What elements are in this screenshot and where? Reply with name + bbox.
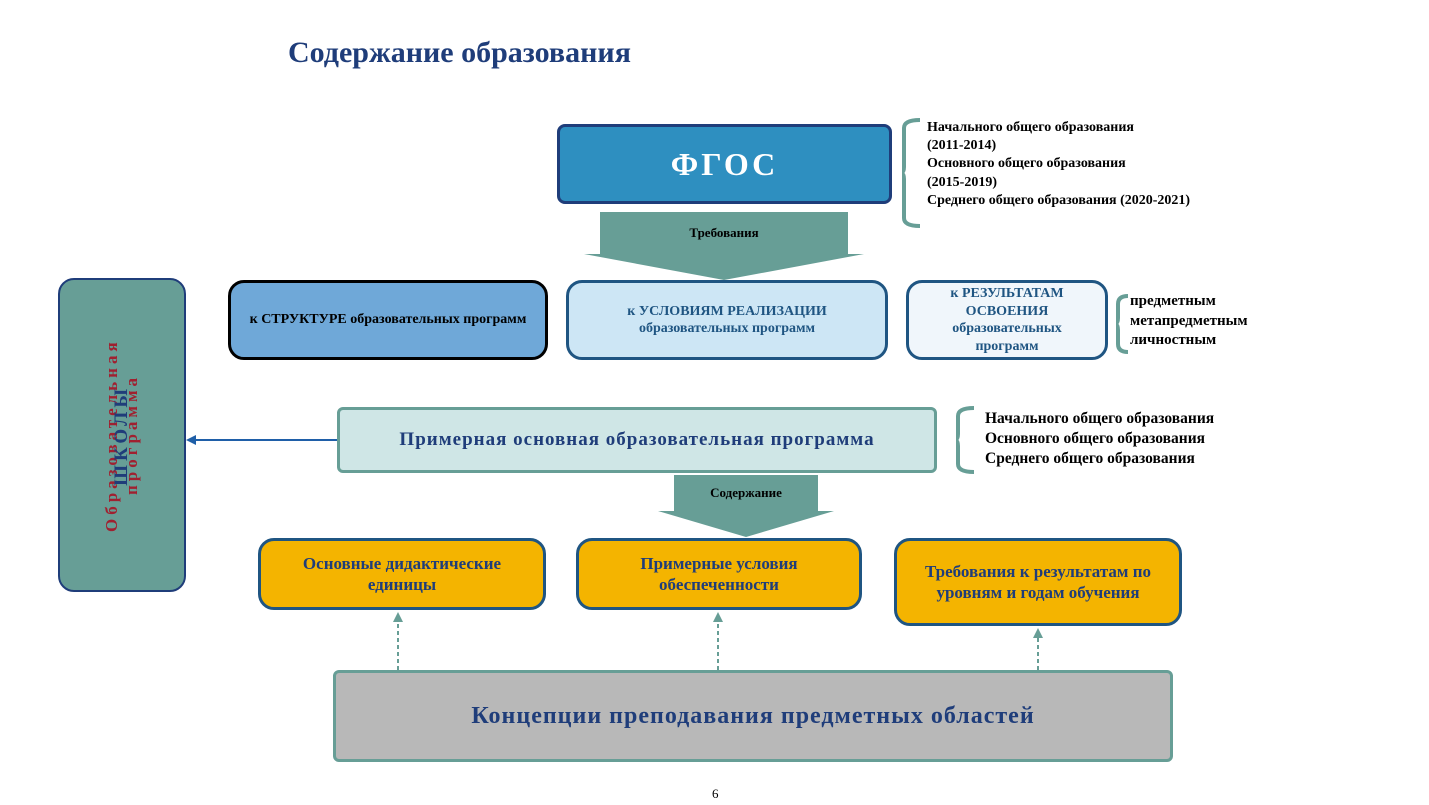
annot-line: (2015-2019) [927, 174, 1190, 192]
annot-line: личностным [1130, 331, 1248, 351]
program-annotation: Начального общего образованияОсновного о… [985, 409, 1214, 469]
page-title: Содержание образования [288, 36, 631, 70]
annot-line: (2011-2014) [927, 137, 1190, 155]
req-box-0: к СТРУКТУРЕ образовательных программ [228, 280, 548, 360]
annot-line: Среднего общего образования (2020-2021) [927, 192, 1190, 210]
annot-line: предметным [1130, 292, 1248, 312]
bracket-2 [956, 406, 978, 474]
fgos-label: ФГОС [671, 146, 778, 183]
page-number: 6 [712, 786, 719, 802]
bracket-0 [902, 118, 924, 228]
arrow-head [584, 254, 864, 280]
annot-line: Основного общего образования [927, 155, 1190, 173]
results-annotation: предметнымметапредметнымличностным [1130, 292, 1248, 351]
yellow-box-2: Требования к результатам по уровням и го… [894, 538, 1182, 626]
annot-line: Среднего общего образования [985, 449, 1214, 469]
side-arrow [181, 430, 342, 450]
arrow-requirements: Требования [600, 212, 848, 280]
concept-box: Концепции преподавания предметных област… [333, 670, 1173, 762]
concept-label: Концепции преподавания предметных област… [471, 703, 1034, 730]
program-label: Примерная основная образовательная прогр… [381, 428, 892, 453]
program-box: Примерная основная образовательная прогр… [337, 407, 937, 473]
annot-line: Основного общего образования [985, 429, 1214, 449]
side-box: Образовательная программа ШКОЛЫ [58, 278, 186, 592]
side-label-2: ШКОЛЫ [111, 385, 133, 486]
arrow-content: Содержание [674, 475, 818, 537]
req-box-1: к УСЛОВИЯМ РЕАЛИЗАЦИИ образовательных пр… [566, 280, 888, 360]
arrow-head [658, 511, 834, 537]
yellow-box-1: Примерные условия обеспеченности [576, 538, 862, 610]
fgos-annotation: Начального общего образования(2011-2014)… [927, 119, 1190, 210]
annot-line: Начального общего образования [985, 409, 1214, 429]
yellow-box-0: Основные дидактические единицы [258, 538, 546, 610]
arrow-stem: Содержание [674, 475, 818, 511]
arrow-stem: Требования [600, 212, 848, 254]
annot-line: метапредметным [1130, 312, 1248, 332]
req-box-2: к РЕЗУЛЬТАТАМ ОСВОЕНИЯ образовательных п… [906, 280, 1108, 360]
annot-line: Начального общего образования [927, 119, 1190, 137]
fgos-box: ФГОС [557, 124, 892, 204]
bracket-1 [1116, 294, 1132, 354]
diagram-container: Содержание образования ФГОС Начального о… [0, 0, 1429, 805]
